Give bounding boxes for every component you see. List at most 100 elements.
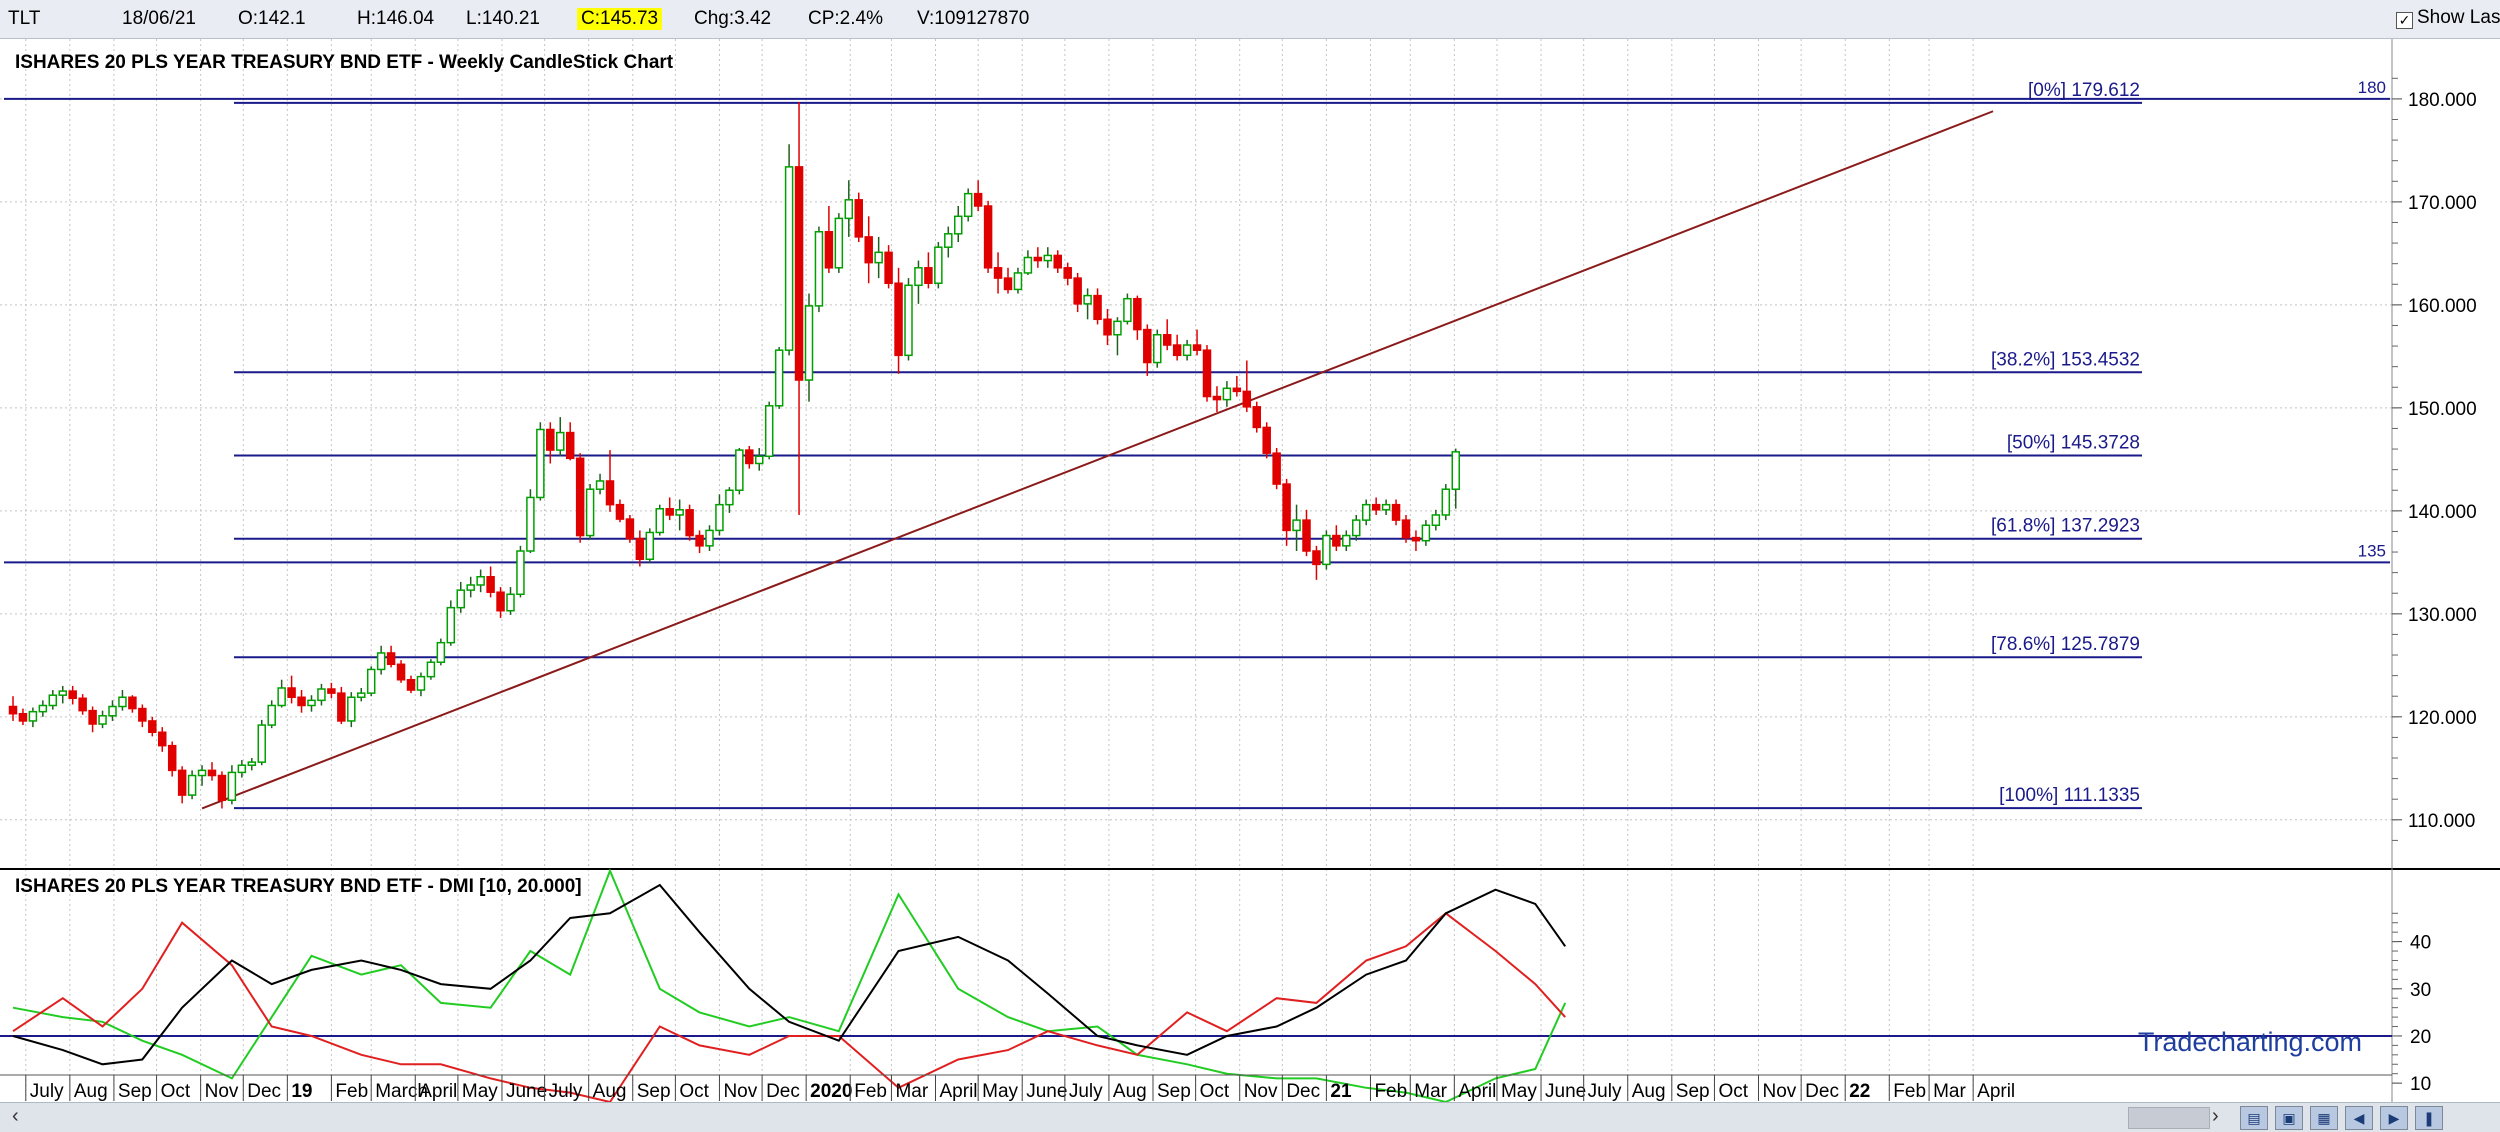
up-candle [197,765,207,786]
fibonacci-levels: [0%] 179.612 [38.2%] 153.4532 [50%] 145.37… [4,78,2390,810]
grid [0,39,2392,1102]
dmi-axis-label: 10 [2410,1074,2431,1095]
candle-body [68,690,77,700]
candle-body [924,267,933,284]
candle-body [456,589,465,609]
candle-body [824,230,834,269]
go-first-icon[interactable]: ◀ [2345,1106,2373,1130]
candle-body [78,697,87,712]
scroll-right-icon[interactable]: › [2212,1105,2219,1127]
candle-body [476,576,485,586]
up-candle [267,700,276,729]
x-axis-label: April [419,1081,457,1102]
down-candle [1391,499,1401,526]
up-candle [357,687,366,702]
zoom-in-icon[interactable]: ▤ [2240,1106,2268,1130]
candle-body [297,696,306,707]
candle-body [665,508,674,516]
candle-body [884,251,893,284]
x-axis-label: Mar [895,1081,928,1102]
candle-body [1381,503,1391,511]
x-axis-label: July [1069,1081,1103,1102]
candle-body [526,496,535,552]
up-candle [446,600,456,646]
down-candle [685,504,694,541]
price-axis-label: 150.000 [2408,399,2477,420]
show-last-checkbox[interactable]: ✓ [2396,12,2413,29]
up-candle [1441,484,1451,521]
up-candle [506,587,515,615]
x-axis-label: Dec [1805,1081,1839,1102]
candle-body [486,576,495,593]
x-axis-label: June [1545,1081,1586,1102]
dmi-lines [0,868,2392,1102]
candle-body [1003,277,1013,291]
show-last-toggle[interactable]: ✓ Show Last [2396,7,2500,29]
go-last-icon[interactable]: ▶ [2380,1106,2408,1130]
candle-body [98,715,107,725]
candle-body [625,518,635,540]
candle-body [804,305,814,381]
candle-body [1143,328,1152,364]
up-candle [834,213,844,273]
candle-body [1192,344,1202,351]
candle-body [1292,519,1301,532]
x-axis-label: Oct [1718,1081,1748,1102]
down-candle [924,252,933,289]
chart-settings-icon[interactable]: ▦ [2310,1106,2338,1130]
candle-body [834,217,844,269]
down-candle [854,192,863,243]
x-axis-label: Feb [854,1081,887,1102]
scroll-thumb[interactable] [2128,1107,2210,1129]
up-candle [1361,499,1371,526]
candle-body [416,675,426,691]
candle-body [854,199,863,238]
scroll-bar[interactable]: ‹ › ▤ ▣ ▦ ◀ ▶ ❚ [0,1102,2500,1132]
candle-body [187,774,197,796]
candle-body [167,744,177,772]
chart-area[interactable]: [0%] 179.612 [38.2%] 153.4532 [50%] 145.37… [0,39,2500,1102]
up-candle [844,180,854,237]
up-candle [366,666,376,697]
candle-body [934,246,943,284]
x-axis-label: May [982,1081,1018,1102]
up-candle [1421,520,1431,546]
x-axis-label: Oct [1200,1081,1230,1102]
up-candle [1431,509,1441,531]
x-axis-label: Aug [593,1081,627,1102]
up-candle [705,525,714,552]
candle-body [1361,503,1371,521]
change-percent-label: CP:2.4% [808,8,883,29]
candle-body [814,230,824,307]
down-candle [158,727,167,752]
candle-body [973,192,983,207]
down-candle [337,686,346,725]
dmi-axis-label: 30 [2410,980,2431,1001]
change-label: Chg:3.42 [694,8,772,29]
candle-body [207,769,217,777]
candle-body [516,550,525,596]
down-candle [167,741,177,777]
candle-body [466,584,475,591]
x-axis-label: May [462,1081,498,1102]
x-axis-label: Mar [1933,1081,1966,1102]
x-axis-label: 2020 [810,1081,852,1102]
down-candle [177,766,187,804]
candle-body [1083,294,1092,305]
symbol-label: TLT [8,8,41,29]
up-candle [1342,530,1351,552]
zoom-out-icon[interactable]: ▣ [2275,1106,2303,1130]
up-candle [108,700,117,721]
x-axis-label: Aug [74,1081,108,1102]
up-candle [456,581,465,613]
candle-body [1133,297,1142,331]
up-candle [725,487,734,513]
candle-body [247,761,257,766]
down-candle [1332,525,1341,552]
candle-body [108,705,117,717]
up-candle [735,448,744,495]
candle-body [386,652,396,666]
up-candle [1023,250,1033,276]
scroll-left-icon[interactable]: ‹ [12,1105,19,1127]
scroll-end-icon[interactable]: ❚ [2415,1106,2443,1130]
